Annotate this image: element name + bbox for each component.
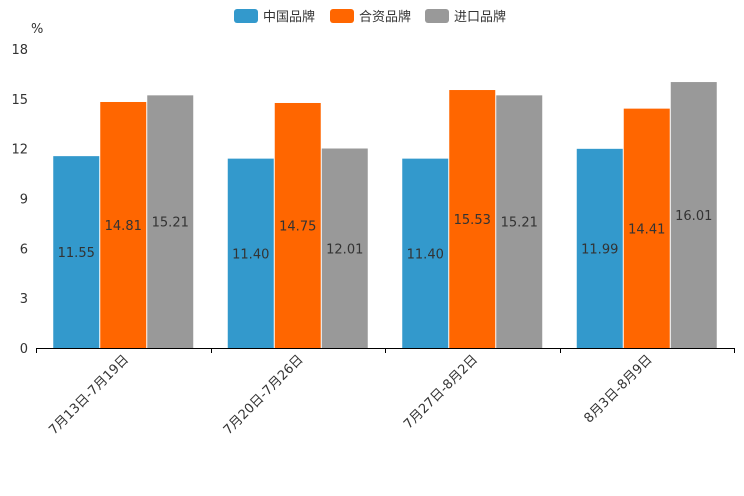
bar-3-1 — [147, 95, 194, 348]
y-tick-label: 12 — [11, 143, 28, 158]
y-tick-label: 9 — [20, 193, 28, 208]
data-label: 15.53 — [454, 213, 491, 228]
bar-2-2 — [274, 102, 321, 348]
legend-swatch-3 — [425, 9, 449, 23]
x-tick-label: 7月27日-8月2日 — [401, 352, 481, 432]
legend-swatch-1 — [234, 9, 258, 23]
y-tick-label: 3 — [20, 292, 28, 307]
data-label: 11.55 — [58, 246, 95, 261]
bar-1-3 — [402, 158, 449, 348]
legend-label-1: 中国品牌 — [263, 9, 315, 25]
bar-1-1 — [53, 156, 100, 348]
bar-2-4 — [623, 108, 670, 349]
x-tick-label: 7月20日-7月26日 — [221, 352, 307, 438]
bar-1-2 — [227, 158, 274, 348]
data-label: 14.81 — [105, 219, 142, 234]
bar-2-1 — [100, 101, 147, 348]
x-tick-label: 8月3日-8月9日 — [581, 352, 655, 426]
data-label: 15.21 — [152, 216, 189, 231]
bar-1-4 — [576, 148, 623, 348]
y-tick-label: 15 — [11, 93, 28, 108]
data-label: 14.75 — [279, 219, 316, 234]
bar-3-4 — [670, 82, 717, 348]
data-label: 12.01 — [326, 242, 363, 257]
x-tick-label: 7月13日-7月19日 — [46, 352, 132, 438]
data-label: 11.99 — [581, 242, 618, 257]
y-tick-label: 6 — [20, 242, 28, 257]
data-label: 15.21 — [501, 216, 538, 231]
bar-3-2 — [321, 148, 368, 348]
legend-label-3: 进口品牌 — [454, 9, 506, 25]
bar-3-3 — [496, 95, 543, 348]
bar-2-3 — [449, 90, 496, 348]
legend-label-2: 合资品牌 — [359, 9, 411, 25]
data-label: 16.01 — [675, 209, 712, 224]
y-tick-label: 0 — [20, 342, 28, 357]
y-tick-label: 18 — [11, 43, 28, 58]
data-label: 14.41 — [628, 222, 665, 237]
data-label: 11.40 — [232, 247, 269, 262]
data-label: 11.40 — [407, 247, 444, 262]
y-axis-unit-label: % — [31, 22, 43, 37]
legend-swatch-2 — [330, 9, 354, 23]
